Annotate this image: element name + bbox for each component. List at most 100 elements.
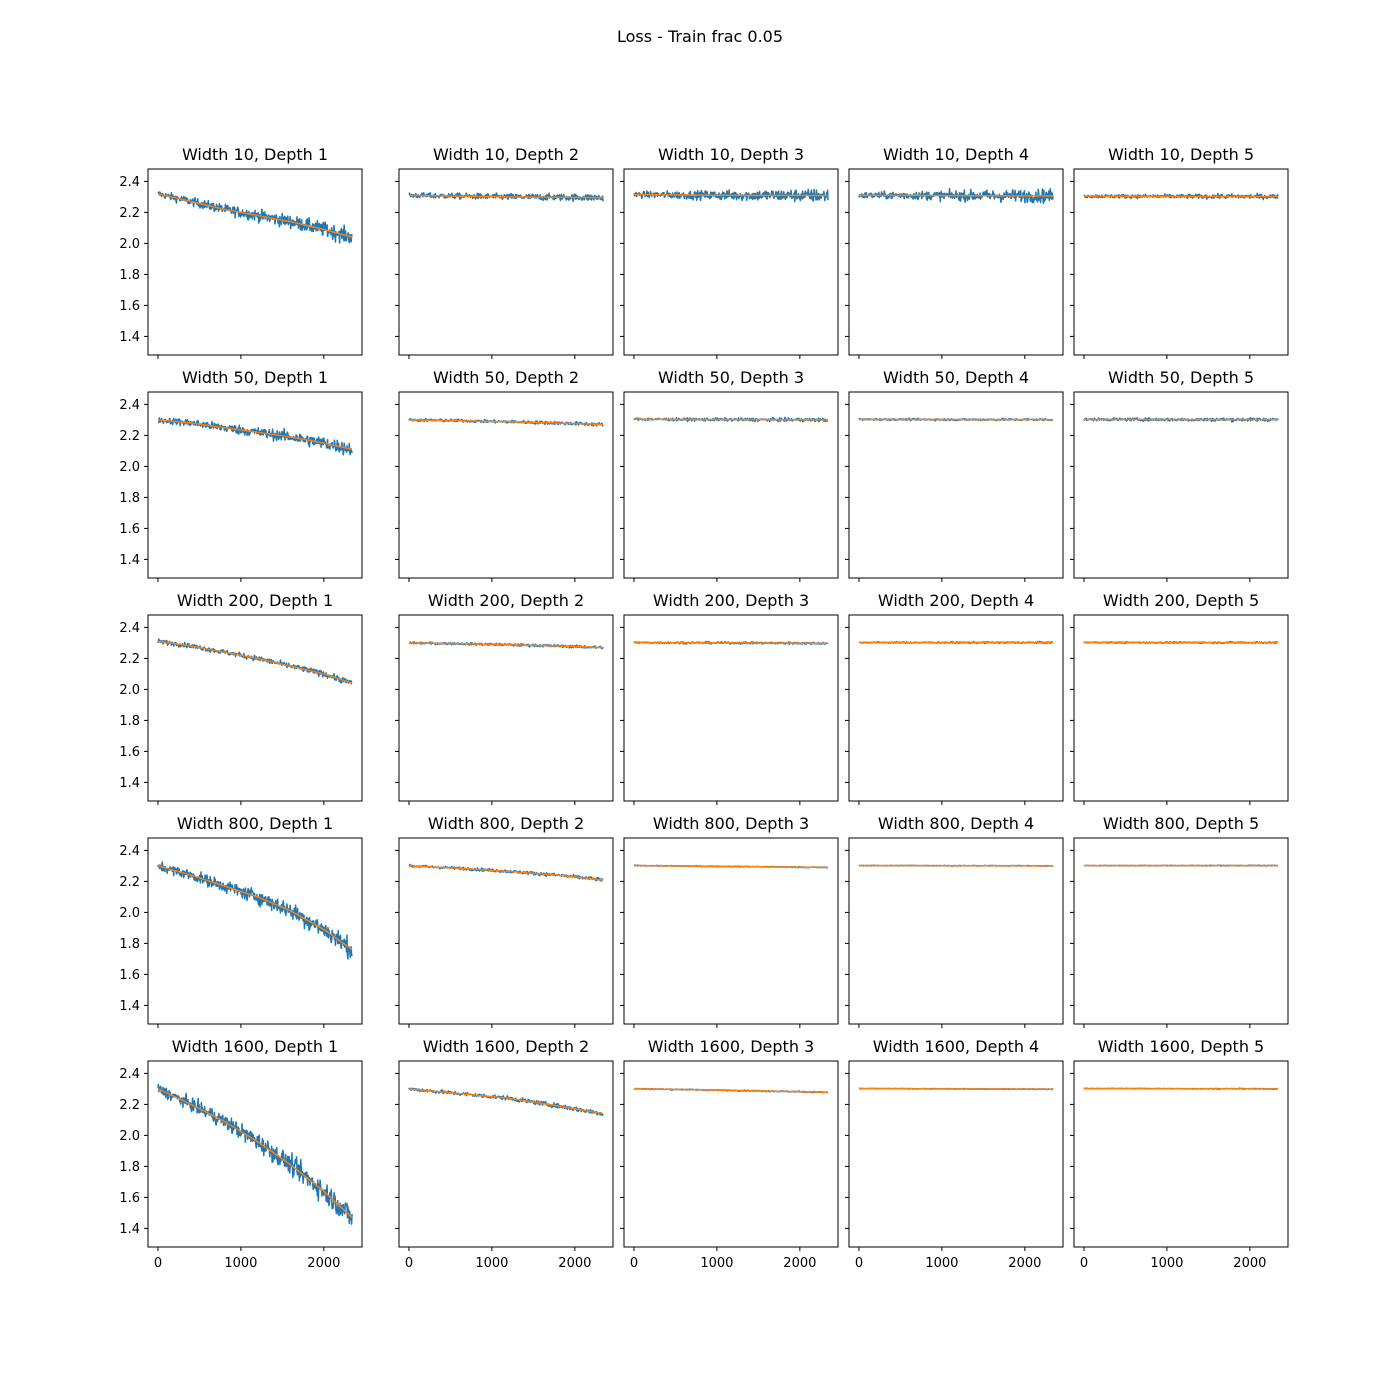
y-tick-label: 1.8 [119, 268, 140, 283]
axes-frame [147, 168, 363, 356]
smoothed-loss-line [157, 865, 353, 951]
x-tick-label: 2000 [558, 1256, 591, 1271]
y-tick-label: 1.4 [119, 776, 140, 791]
subplot-5-2: Width 1600, Depth 2 0 1000 2000 [395, 1037, 614, 1271]
y-tick-label: 2.2 [119, 206, 140, 221]
axes-frame [848, 1060, 1064, 1248]
x-tick-label: 2000 [307, 1256, 340, 1271]
figure-title: Loss - Train frac 0.05 [617, 27, 783, 46]
y-tick-label: 2.0 [119, 1129, 140, 1144]
subplot-title: Width 200, Depth 4 [878, 591, 1034, 610]
subplot-5-3: Width 1600, Depth 3 0 1000 2000 [620, 1037, 839, 1271]
subplot-3-4: Width 200, Depth 4 [845, 591, 1064, 805]
x-tick-label: 1000 [1150, 1256, 1183, 1271]
subplot-2-2: Width 50, Depth 2 [395, 368, 614, 582]
subplot-title: Width 10, Depth 4 [883, 145, 1029, 164]
subplot-title: Width 200, Depth 3 [653, 591, 809, 610]
x-tick-label: 0 [405, 1256, 413, 1271]
smoothed-loss-line [408, 194, 604, 199]
smoothed-loss-line [157, 419, 353, 451]
x-tick-label: 2000 [1233, 1256, 1266, 1271]
y-tick-label: 2.2 [119, 1098, 140, 1113]
smoothed-loss-line [408, 865, 604, 881]
smoothed-loss-line [633, 641, 829, 645]
y-tick-label: 1.6 [119, 968, 140, 983]
smoothed-loss-line [633, 864, 829, 869]
subplot-title: Width 1600, Depth 1 [172, 1037, 338, 1056]
y-tick-label: 1.8 [119, 491, 140, 506]
subplot-5-1: Width 1600, Depth 1 1.4 1.6 1.8 2.0 2.2 2.4 0 10… [119, 1037, 363, 1271]
x-tick-label: 1000 [224, 1256, 257, 1271]
x-tick-label: 0 [855, 1256, 863, 1271]
y-tick-label: 2.0 [119, 237, 140, 252]
smoothed-loss-line [858, 194, 1054, 197]
y-tick-label: 2.4 [119, 398, 140, 413]
x-tick-label: 0 [630, 1256, 638, 1271]
axes-frame [398, 837, 614, 1025]
x-tick-label: 1000 [925, 1256, 958, 1271]
axes-frame [398, 1060, 614, 1248]
subplot-title: Width 200, Depth 5 [1103, 591, 1259, 610]
axes-frame [398, 168, 614, 356]
smoothed-loss-line [408, 642, 604, 649]
subplot-1-3: Width 10, Depth 3 [620, 145, 839, 359]
subplot-title: Width 1600, Depth 4 [873, 1037, 1039, 1056]
subplot-title: Width 1600, Depth 5 [1098, 1037, 1264, 1056]
axes-frame [147, 391, 363, 579]
subplot-4-3: Width 800, Depth 3 [620, 814, 839, 1028]
raw-loss-line [157, 191, 353, 244]
x-tick-label: 2000 [1008, 1256, 1041, 1271]
smoothed-loss-line [633, 1087, 829, 1094]
subplot-3-3: Width 200, Depth 3 [620, 591, 839, 805]
y-tick-label: 2.4 [119, 844, 140, 859]
subplot-title: Width 10, Depth 2 [433, 145, 579, 164]
axes-frame [623, 1060, 839, 1248]
subplot-3-5: Width 200, Depth 5 [1070, 591, 1289, 805]
x-tick-label: 0 [154, 1256, 162, 1271]
subplot-title: Width 50, Depth 4 [883, 368, 1029, 387]
axes-frame [623, 837, 839, 1025]
y-tick-label: 1.4 [119, 1222, 140, 1237]
axes-frame [1073, 168, 1289, 356]
subplot-2-3: Width 50, Depth 3 [620, 368, 839, 582]
axes-frame [398, 391, 614, 579]
raw-loss-line [157, 417, 353, 456]
subplot-title: Width 800, Depth 1 [177, 814, 333, 833]
y-tick-label: 1.8 [119, 937, 140, 952]
subplot-1-5: Width 10, Depth 5 [1070, 145, 1289, 359]
raw-loss-line [858, 187, 1054, 205]
y-tick-label: 2.4 [119, 621, 140, 636]
axes-frame [1073, 391, 1289, 579]
axes-frame [147, 1060, 363, 1248]
subplot-1-2: Width 10, Depth 2 [395, 145, 614, 359]
y-tick-label: 1.6 [119, 1191, 140, 1206]
smoothed-loss-line [157, 640, 353, 684]
subplot-title: Width 50, Depth 3 [658, 368, 804, 387]
subplot-title: Width 10, Depth 3 [658, 145, 804, 164]
raw-loss-line [157, 1083, 353, 1225]
axes-frame [147, 614, 363, 802]
axes-frame [848, 614, 1064, 802]
subplot-5-4: Width 1600, Depth 4 0 1000 2000 [845, 1037, 1064, 1271]
y-tick-label: 1.4 [119, 553, 140, 568]
axes-frame [848, 391, 1064, 579]
subplot-3-1: Width 200, Depth 1 1.4 1.6 1.8 2.0 2.2 2.4 [119, 591, 363, 805]
subplot-title: Width 800, Depth 2 [428, 814, 584, 833]
smoothed-loss-line [633, 193, 829, 197]
subplot-2-1: Width 50, Depth 1 1.4 1.6 1.8 2.0 2.2 2.4 [119, 368, 363, 582]
x-tick-label: 1000 [700, 1256, 733, 1271]
y-tick-label: 2.0 [119, 460, 140, 475]
y-tick-label: 1.8 [119, 1160, 140, 1175]
y-tick-label: 1.4 [119, 330, 140, 345]
subplot-title: Width 800, Depth 3 [653, 814, 809, 833]
axes-frame [848, 168, 1064, 356]
subplot-4-4: Width 800, Depth 4 [845, 814, 1064, 1028]
y-tick-label: 2.4 [119, 1067, 140, 1082]
axes-frame [1073, 614, 1289, 802]
y-tick-label: 1.6 [119, 522, 140, 537]
subplot-2-5: Width 50, Depth 5 [1070, 368, 1289, 582]
y-tick-label: 2.2 [119, 429, 140, 444]
axes-frame [623, 391, 839, 579]
axes-frame [147, 837, 363, 1025]
subplot-title: Width 10, Depth 5 [1108, 145, 1254, 164]
